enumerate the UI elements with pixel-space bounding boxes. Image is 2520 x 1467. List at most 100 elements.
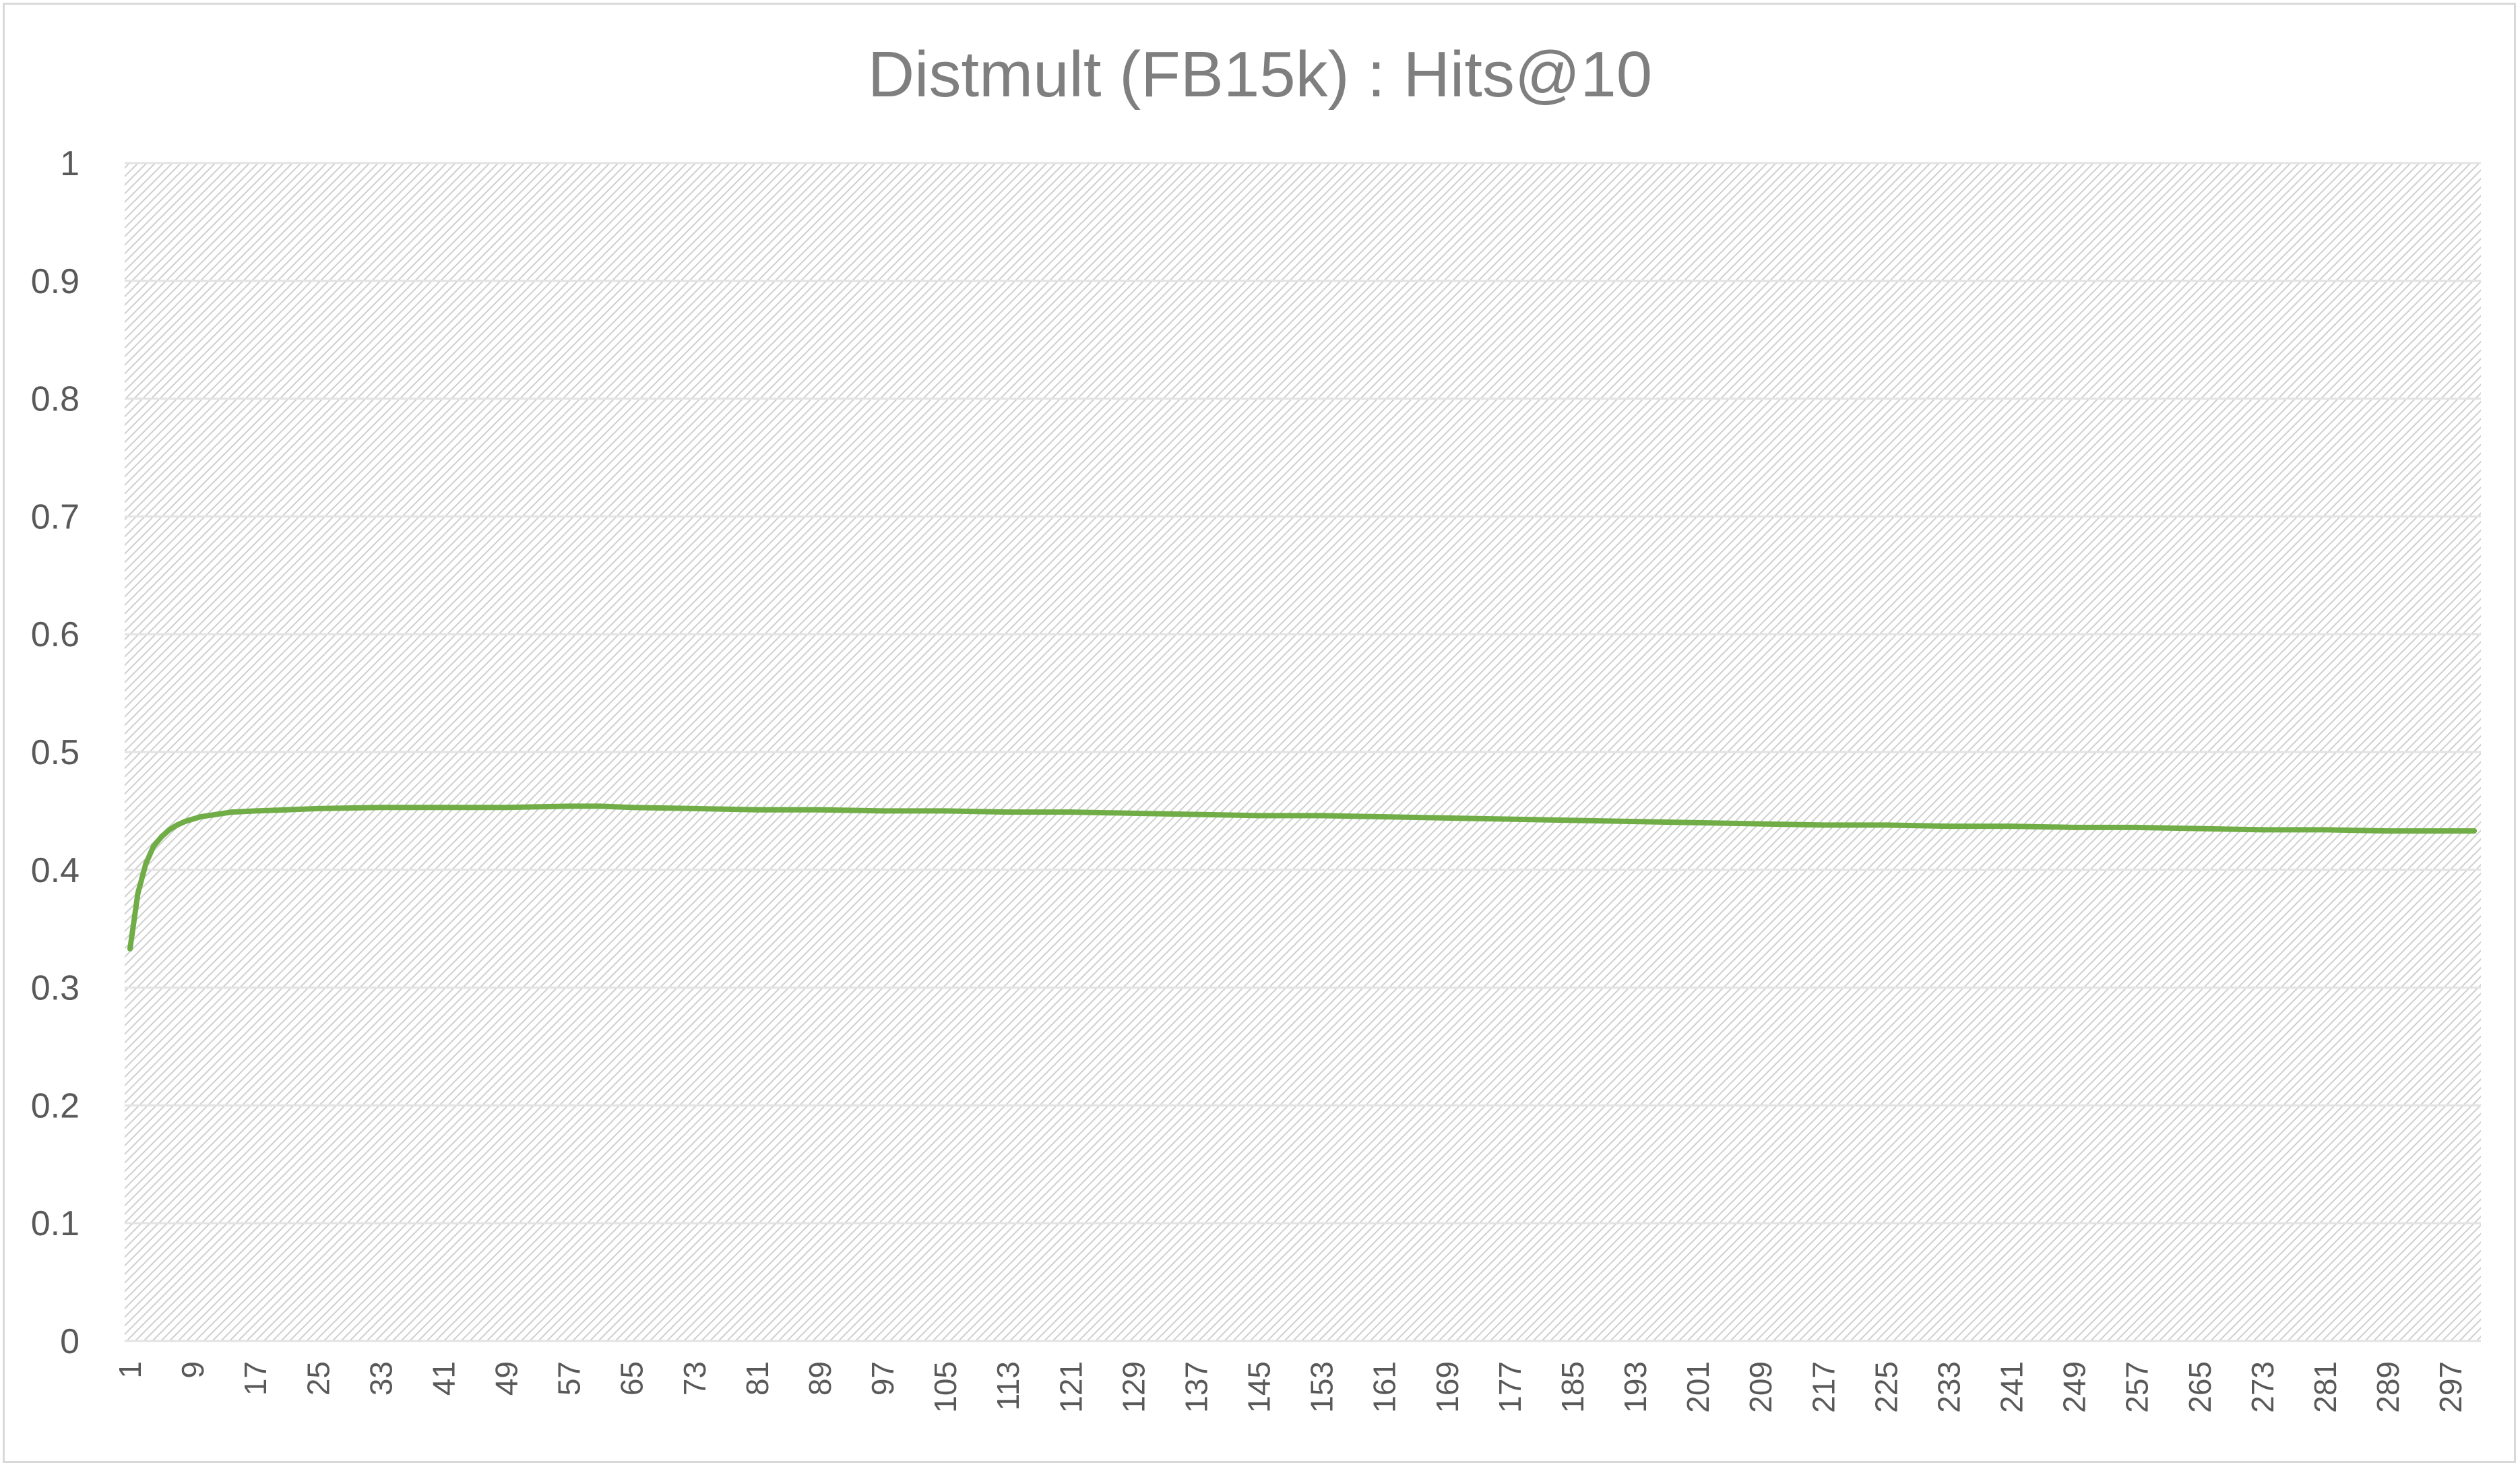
data-point xyxy=(2385,828,2391,834)
x-tick-label: 257 xyxy=(2120,1361,2155,1413)
data-point xyxy=(441,805,447,811)
data-point xyxy=(1381,814,1387,820)
y-tick-label: 0 xyxy=(60,1322,80,1361)
x-tick-label: 169 xyxy=(1430,1361,1465,1413)
data-point xyxy=(598,803,604,809)
data-point xyxy=(378,805,384,811)
x-tick-label: 49 xyxy=(489,1361,524,1396)
y-tick-label: 0.8 xyxy=(31,380,80,419)
x-tick-label: 201 xyxy=(1680,1361,1715,1413)
y-tick-label: 0.4 xyxy=(31,851,80,890)
data-point xyxy=(629,805,635,811)
y-tick-label: 1 xyxy=(60,144,80,183)
data-point xyxy=(284,807,290,813)
y-tick-label: 0.5 xyxy=(31,733,80,772)
x-tick-label: 33 xyxy=(363,1361,398,1396)
x-tick-label: 161 xyxy=(1367,1361,1402,1413)
x-tick-label: 89 xyxy=(802,1361,838,1396)
x-tick-label: 265 xyxy=(2182,1361,2217,1413)
data-point xyxy=(2134,824,2140,830)
data-point xyxy=(182,819,188,825)
data-point xyxy=(150,843,156,849)
x-tick-label: 233 xyxy=(1931,1361,1966,1413)
data-point xyxy=(1319,813,1325,819)
chart-title: Distmult (FB15k) : Hits@10 xyxy=(868,38,1652,111)
data-point xyxy=(135,890,141,896)
data-point xyxy=(1256,813,1262,819)
x-tick-label: 177 xyxy=(1492,1361,1527,1413)
x-tick-label: 249 xyxy=(2057,1361,2092,1413)
data-point xyxy=(1883,822,1889,828)
data-point xyxy=(214,811,219,817)
data-point xyxy=(2071,824,2077,830)
x-tick-label: 129 xyxy=(1116,1361,1151,1413)
data-point xyxy=(229,809,235,815)
y-tick-label: 0.9 xyxy=(31,262,80,301)
data-point xyxy=(158,834,164,840)
data-point xyxy=(880,808,885,814)
x-tick-label: 81 xyxy=(740,1361,775,1396)
data-point xyxy=(197,814,203,820)
y-tick-label: 0.2 xyxy=(31,1086,80,1125)
data-point xyxy=(174,822,180,828)
gridlines xyxy=(125,162,2481,1342)
data-point xyxy=(253,808,259,814)
data-point xyxy=(2259,827,2265,833)
x-tick-label: 289 xyxy=(2370,1361,2405,1413)
x-tick-label: 297 xyxy=(2433,1361,2468,1413)
y-tick-label: 0.6 xyxy=(31,615,80,654)
data-point xyxy=(691,805,697,811)
x-tick-label: 1 xyxy=(113,1361,148,1379)
data-point xyxy=(2471,828,2477,834)
data-point xyxy=(1821,822,1827,828)
data-point xyxy=(1507,816,1513,822)
x-tick-label: 41 xyxy=(426,1361,461,1396)
x-tick-label: 97 xyxy=(865,1361,900,1396)
x-tick-label: 193 xyxy=(1618,1361,1653,1413)
data-point xyxy=(2448,828,2454,834)
y-axis: 0 0.1 0.2 0.3 0.4 0.5 0.6 0.7 0.8 0.9 1 xyxy=(31,144,80,1361)
data-point xyxy=(503,805,509,811)
x-tick-label: 185 xyxy=(1555,1361,1590,1413)
x-tick-label: 241 xyxy=(1994,1361,2029,1413)
data-point xyxy=(315,805,321,811)
x-tick-label: 281 xyxy=(2308,1361,2343,1413)
data-point xyxy=(1569,817,1575,823)
x-tick-label: 105 xyxy=(928,1361,963,1413)
data-point xyxy=(1695,819,1701,825)
data-point xyxy=(1131,810,1137,816)
data-point xyxy=(2009,823,2015,830)
y-tick-label: 0.1 xyxy=(31,1204,80,1243)
x-axis: 1 9 17 25 33 41 49 57 65 73 81 89 97 105 113 121 129 137 1… xyxy=(113,1361,2468,1413)
x-tick-label: 137 xyxy=(1178,1361,1214,1413)
data-point xyxy=(1758,821,1764,827)
y-tick-label: 0.7 xyxy=(31,497,80,536)
data-point xyxy=(143,861,149,867)
x-tick-label: 121 xyxy=(1053,1361,1088,1413)
data-point xyxy=(1068,809,1074,815)
x-tick-label: 65 xyxy=(615,1361,650,1396)
x-tick-label: 225 xyxy=(1868,1361,1903,1413)
x-tick-label: 73 xyxy=(677,1361,712,1396)
data-point xyxy=(166,827,172,833)
y-tick-label: 0.3 xyxy=(31,969,80,1008)
x-tick-label: 113 xyxy=(990,1361,1026,1410)
data-point xyxy=(2322,827,2328,833)
data-point xyxy=(1633,819,1638,825)
data-point xyxy=(1946,823,1952,830)
data-point xyxy=(1005,809,1011,815)
data-point xyxy=(1444,815,1450,821)
x-tick-label: 217 xyxy=(1806,1361,1841,1413)
data-point xyxy=(1193,811,1199,817)
data-point xyxy=(2197,825,2203,832)
data-point xyxy=(943,808,949,814)
x-tick-label: 25 xyxy=(301,1361,336,1396)
data-point xyxy=(127,945,133,951)
data-point xyxy=(190,816,196,822)
data-point xyxy=(566,803,572,809)
x-tick-label: 153 xyxy=(1304,1361,1340,1413)
data-point xyxy=(754,807,760,813)
x-tick-label: 9 xyxy=(175,1361,210,1379)
x-tick-label: 209 xyxy=(1743,1361,1778,1413)
x-tick-label: 17 xyxy=(238,1361,273,1396)
